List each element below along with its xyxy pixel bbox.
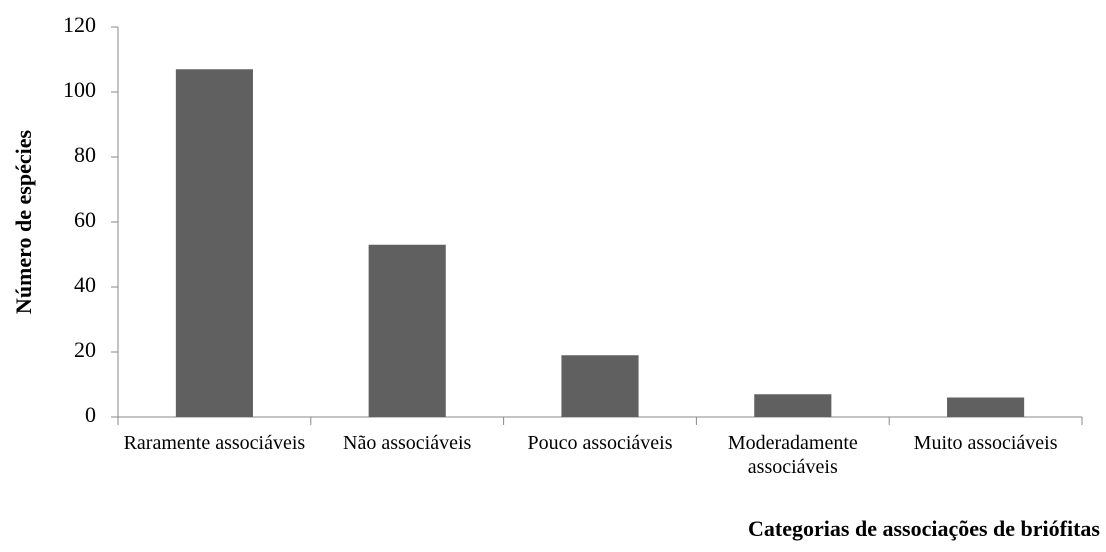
x-tick-label: Raramente associáveis — [123, 432, 306, 454]
bar — [947, 397, 1025, 417]
bar — [175, 69, 253, 417]
x-tick-label: Pouco associáveis — [527, 432, 673, 454]
y-tick-label: 20 — [74, 337, 96, 362]
y-tick-label: 60 — [74, 207, 96, 232]
y-tick-label: 0 — [85, 402, 96, 427]
x-tick-label: Muito associáveis — [913, 432, 1058, 454]
x-tick-label: Moderadamente associáveis — [727, 432, 858, 478]
y-tick-label: 80 — [74, 142, 96, 167]
y-tick-label: 40 — [74, 272, 96, 297]
y-tick-label: 120 — [63, 12, 96, 37]
x-axis-label: Categorias de associações de briófitas — [748, 516, 1100, 541]
x-tick-label: Não associáveis — [343, 432, 472, 454]
y-tick-label: 100 — [63, 77, 96, 102]
bar — [561, 355, 639, 417]
bar — [368, 244, 446, 417]
bar — [754, 394, 832, 417]
y-axis-label: Número de espécies — [11, 130, 36, 315]
